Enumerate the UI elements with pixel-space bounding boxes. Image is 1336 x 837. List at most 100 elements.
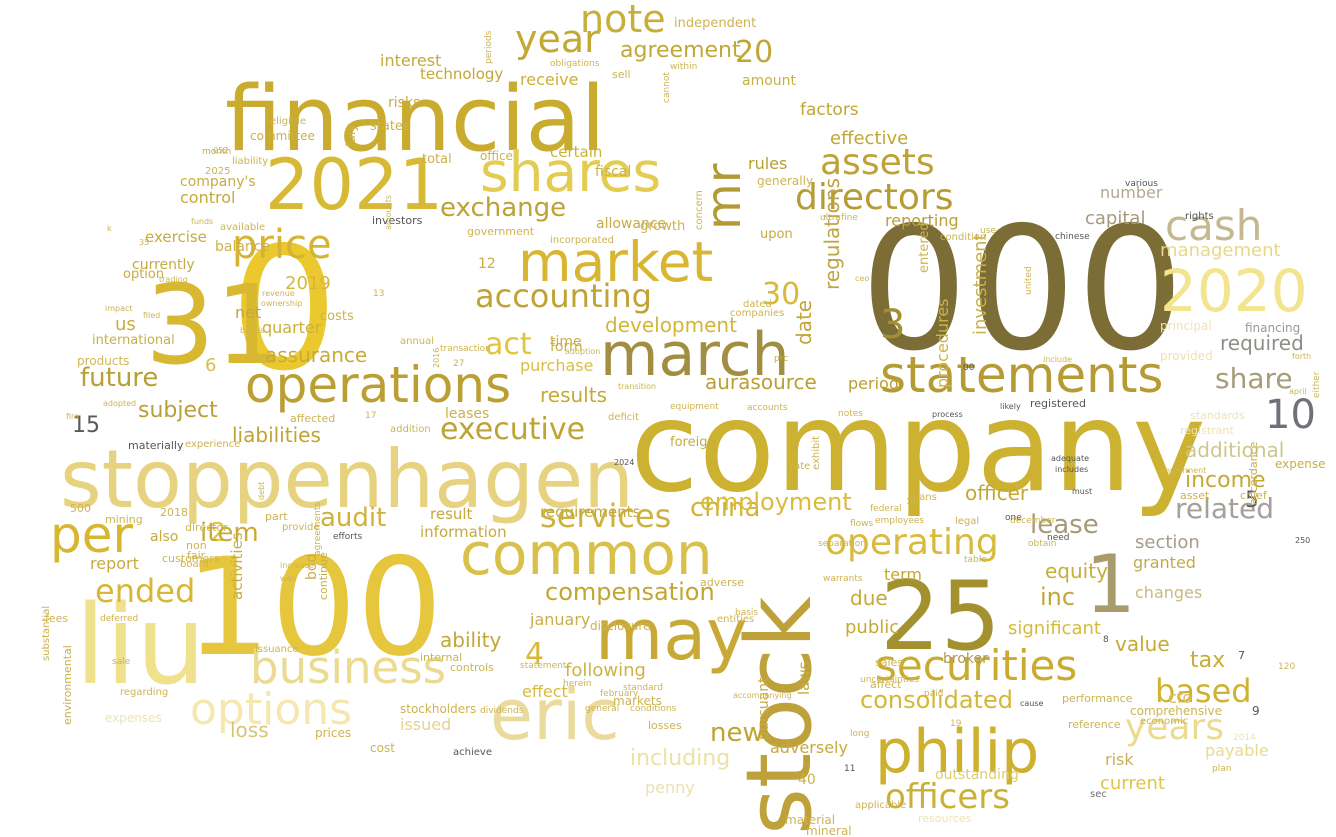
cloud-word: option [123,267,165,282]
cloud-word: performance [1062,692,1133,705]
cloud-word: 11 [844,764,856,774]
cloud-word: equipment [670,402,719,412]
cloud-word: non [186,539,207,552]
cloud-word: 2025 [205,166,231,177]
cloud-word: 250 [1295,536,1311,545]
cloud-word: sales [875,656,904,669]
cloud-word: internal [420,651,463,664]
cloud-word: rights [1185,211,1214,222]
cloud-word: form [550,339,583,355]
cloud-word: accompanying [733,691,792,700]
cloud-word: capital [1085,208,1146,229]
cloud-word: term [884,565,922,584]
cloud-word: forth [1292,352,1312,361]
cloud-word: one [1005,513,1022,523]
cloud-word: includes [1055,465,1089,474]
cloud-word: 2019 [285,273,331,294]
cloud-word: economic [1140,716,1189,727]
cloud-word: share [1215,362,1293,395]
cloud-word: principal [1160,319,1212,333]
cloud-word: impairment [1160,466,1207,475]
cloud-word: 8 [1103,635,1109,645]
cloud-word: new [710,718,764,748]
cloud-word: results [540,383,608,407]
cloud-word: losses [648,719,682,732]
cloud-word: penny [645,778,695,797]
cloud-word: note [580,0,666,41]
cloud-word: material [785,813,836,827]
cloud-word: mineral [806,824,852,837]
cloud-word: technology [420,65,504,83]
cloud-word: granted [1133,553,1196,572]
cloud-word: ceo [855,274,870,283]
cloud-word: statement [520,661,567,671]
cloud-word: generally [757,174,814,188]
cloud-word: 35 [139,238,150,247]
cloud-word: 30 [762,277,801,312]
cloud-word: regarding [120,687,169,698]
cloud-word: filed [143,311,161,320]
cloud-word: act [485,327,532,362]
cloud-word: bonus [240,326,265,335]
cloud-word: balance [215,239,271,255]
cloud-word: exchange [440,193,567,223]
cloud-word: liu [75,581,206,709]
cloud-word: registered [1030,397,1086,410]
cloud-word: sell [612,68,631,81]
cloud-word: risks [388,95,421,111]
cloud-word: effect [522,682,568,701]
cloud-word: federal [870,504,902,514]
cloud-word: options [190,684,353,735]
cloud-word: time [550,334,582,350]
cloud-word: lease [1030,510,1099,540]
cloud-word: adversely [770,738,848,757]
cloud-word: conditions [630,704,677,714]
cloud-word: states [370,119,410,134]
cloud-word: compensation [545,578,715,606]
cloud-word: customers [162,552,220,565]
cloud-word: 120 [1278,662,1296,672]
cloud-word: reporting [885,211,959,230]
cloud-word: ability [440,628,502,652]
cloud-word: obtain [1028,539,1057,549]
cloud-word: equity [1045,559,1108,583]
cloud-word: 0 [230,211,339,409]
cloud-word: 15 [72,413,100,438]
cloud-word: market [518,230,714,294]
cloud-word: 1 [1085,538,1136,631]
cloud-word: cash [1165,201,1263,250]
cloud-word: dividends [480,706,524,716]
cloud-word: must [1072,487,1093,496]
cloud-word: legal [955,516,980,527]
cloud-word: committee [250,129,315,143]
cloud-word: 2020 [1160,257,1308,325]
cloud-word: registrant [1180,424,1234,437]
cloud-word: due [850,586,888,610]
cloud-word: available [220,222,266,233]
cloud-word: inc [1040,583,1076,611]
cloud-word: adverse [700,576,745,589]
cloud-word: prc [774,354,789,364]
cloud-word: month [202,147,232,157]
cloud-word: requirements [540,503,641,521]
cloud-word: likely [1000,402,1021,411]
cloud-word: dated [743,299,772,310]
cloud-word: development [605,313,737,337]
cloud-word: asset [1180,489,1210,502]
cloud-word: number [1100,183,1163,202]
cloud-word: interest [380,51,442,70]
cloud-word: affected [290,412,336,425]
cloud-word: amount [742,73,797,89]
cloud-word: flows [850,519,874,529]
cloud-word: 4 [525,637,545,672]
cloud-word: companies [730,308,785,319]
cloud-word: current [1100,773,1165,794]
cloud-word: laws [795,661,813,695]
cloud-word: either [1312,371,1322,398]
cloud-word: 2014 [1233,733,1256,743]
cloud-word: cfo [1168,688,1193,707]
cloud-word: broker [943,651,988,667]
cloud-word: basis [735,608,759,618]
cloud-word: comprehensive [1130,704,1222,718]
cloud-word: united [1024,266,1034,295]
